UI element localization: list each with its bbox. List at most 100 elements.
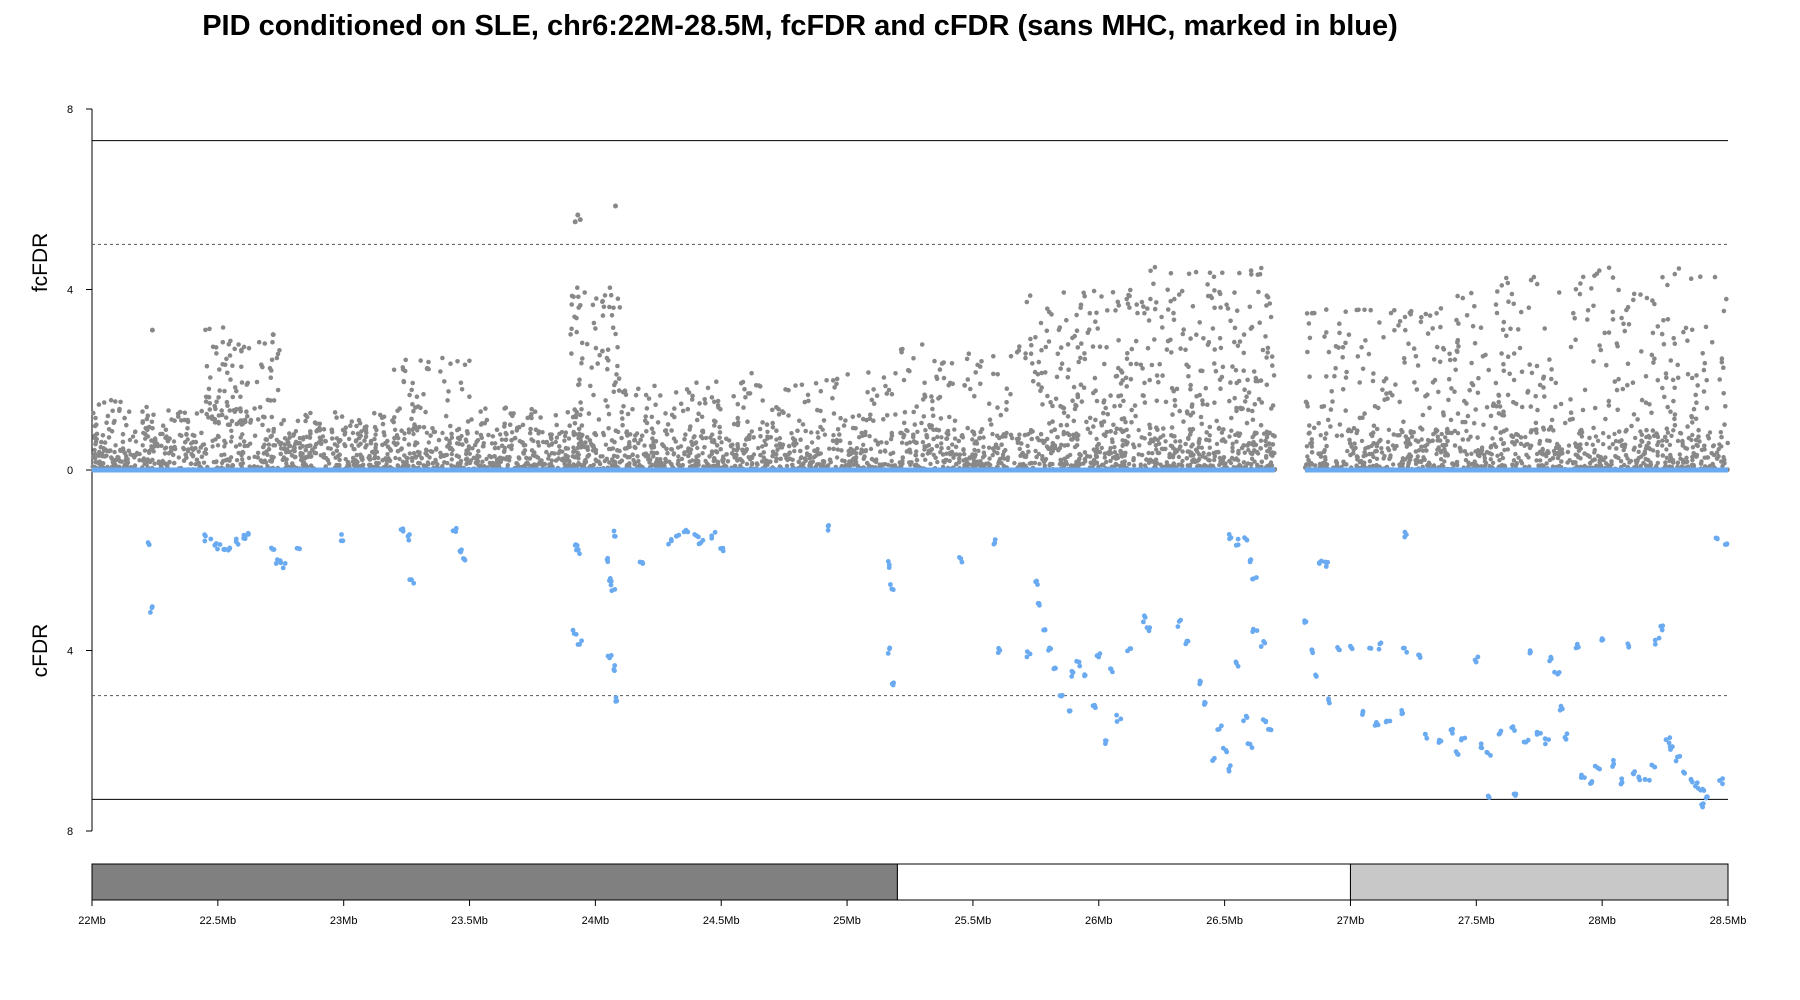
fcfdr-point: [938, 416, 944, 421]
fcfdr-point: [1500, 327, 1506, 333]
cfdr-point: [1103, 741, 1108, 747]
fcfdr-point: [498, 432, 503, 437]
cfdr-point: [669, 538, 674, 544]
fcfdr-point: [952, 436, 958, 441]
fcfdr-point: [318, 437, 324, 443]
fcfdr-point: [1249, 324, 1255, 330]
fcfdr-point: [1071, 418, 1077, 424]
fcfdr-point: [1064, 317, 1069, 323]
fcfdr-point: [363, 445, 368, 450]
fcfdr-point: [1568, 410, 1574, 416]
fcfdr-point: [972, 393, 977, 399]
fcfdr-point: [238, 461, 243, 467]
fcfdr-point: [1484, 449, 1490, 455]
fcfdr-point: [922, 380, 927, 386]
fcfdr-point: [1650, 298, 1655, 303]
fcfdr-point: [1464, 452, 1470, 457]
fcfdr-point: [1091, 424, 1096, 429]
fcfdr-point: [1507, 371, 1512, 377]
fcfdr-point: [642, 418, 648, 424]
fcfdr-point: [1235, 343, 1241, 349]
fcfdr-point: [621, 404, 626, 409]
fcfdr-point: [1510, 439, 1515, 445]
fcfdr-point: [1381, 335, 1386, 340]
fcfdr-point: [614, 372, 619, 377]
fcfdr-point: [507, 422, 513, 428]
fcfdr-point: [1112, 450, 1118, 455]
fcfdr-point: [816, 435, 821, 440]
fcfdr-point: [335, 463, 341, 468]
fcfdr-point: [646, 453, 651, 459]
fcfdr-point: [1165, 338, 1171, 344]
fcfdr-point: [239, 347, 244, 353]
fcfdr-point: [1154, 425, 1159, 431]
fcfdr-point: [1496, 393, 1502, 398]
fcfdr-point: [1062, 456, 1067, 462]
fcfdr-point: [1601, 442, 1606, 447]
fcfdr-point: [571, 462, 576, 467]
fcfdr-point: [484, 456, 489, 462]
fcfdr-point: [1691, 406, 1697, 412]
fcfdr-point: [1373, 449, 1378, 454]
fcfdr-point: [380, 421, 386, 427]
fcfdr-point: [1517, 345, 1523, 351]
fcfdr-point: [760, 398, 765, 403]
fcfdr-point: [1232, 290, 1237, 295]
fcfdr-point: [1101, 410, 1106, 416]
fcfdr-point: [305, 454, 311, 460]
fcfdr-point: [406, 442, 412, 447]
fcfdr-point: [501, 449, 507, 455]
fcfdr-point: [1613, 454, 1619, 460]
fcfdr-point: [410, 402, 415, 407]
fcfdr-point: [1207, 424, 1213, 430]
fcfdr-point: [181, 446, 187, 452]
fcfdr-point: [1212, 288, 1217, 293]
fcfdr-point: [1504, 275, 1509, 281]
fcfdr-point: [1070, 398, 1075, 404]
fcfdr-point: [142, 448, 148, 453]
fcfdr-point: [880, 462, 885, 467]
fcfdr-point: [1030, 361, 1035, 366]
fcfdr-point: [1159, 314, 1164, 320]
fcfdr-point: [1039, 370, 1044, 376]
fcfdr-point: [423, 409, 428, 415]
fcfdr-point: [465, 431, 470, 436]
fcfdr-point: [387, 458, 393, 463]
fcfdr-point: [914, 449, 919, 454]
fcfdr-point: [1170, 412, 1175, 417]
fcfdr-point: [1383, 376, 1389, 381]
fcfdr-point: [152, 461, 157, 466]
fcfdr-point: [1721, 391, 1726, 396]
fcfdr-point: [1307, 335, 1313, 341]
fcfdr-point: [687, 450, 693, 456]
fcfdr-point: [542, 461, 547, 467]
fcfdr-point: [152, 436, 158, 442]
fcfdr-point: [1547, 357, 1552, 362]
fcfdr-point: [422, 464, 427, 469]
fcfdr-point: [790, 457, 795, 462]
fcfdr-point: [990, 446, 996, 451]
cfdr-point: [221, 547, 227, 552]
fcfdr-point: [348, 423, 353, 429]
fcfdr-point: [201, 460, 207, 465]
fcfdr-point: [1604, 362, 1609, 368]
fcfdr-point: [565, 454, 570, 459]
fcfdr-point: [693, 458, 699, 463]
fcfdr-point: [137, 451, 142, 457]
fcfdr-point: [1218, 305, 1223, 310]
fcfdr-point: [127, 437, 133, 443]
fcfdr-point: [374, 463, 380, 469]
cfdr-point: [891, 680, 896, 686]
fcfdr-point: [1427, 405, 1432, 411]
fcfdr-point: [123, 456, 129, 462]
fcfdr-point: [981, 444, 986, 450]
fcfdr-point: [1119, 451, 1124, 456]
fcfdr-point: [406, 430, 412, 435]
fcfdr-point: [1250, 408, 1255, 414]
fcfdr-point: [604, 355, 610, 361]
fcfdr-point: [1072, 433, 1078, 439]
fcfdr-point: [1077, 461, 1082, 466]
fcfdr-point: [1716, 453, 1721, 459]
fcfdr-point: [436, 437, 442, 443]
